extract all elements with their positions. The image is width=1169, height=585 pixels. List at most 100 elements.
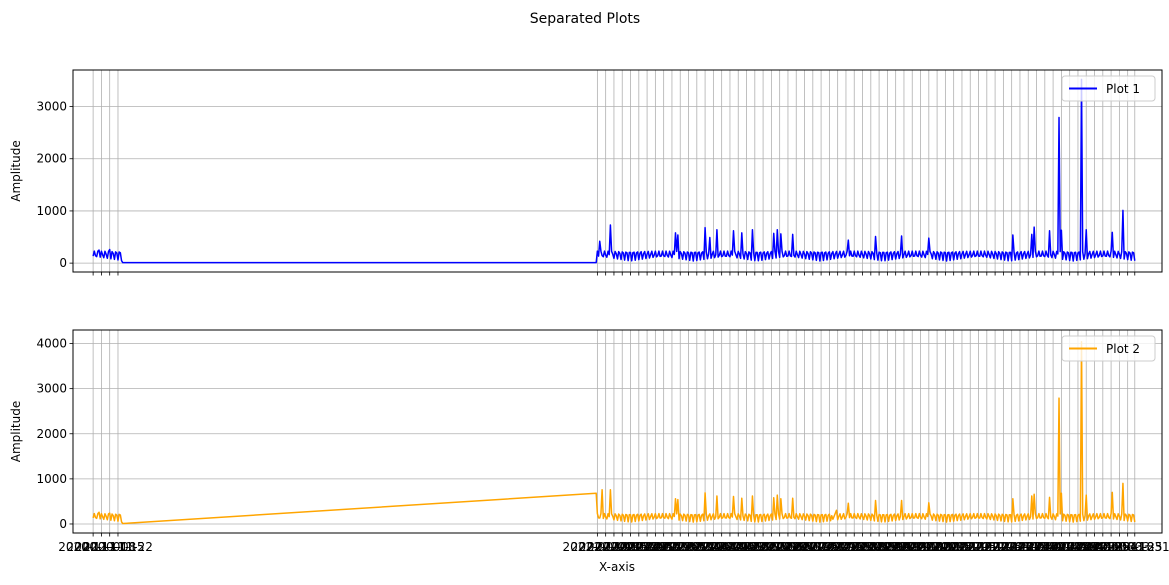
x-tick-label: 2022-12-10 [969, 540, 1039, 554]
legend-label: Plot 2 [1106, 342, 1140, 356]
x-tick-label: 2022-07-23 [803, 540, 873, 554]
x-tick-label: 2022-05-21 [728, 540, 798, 554]
x-tick-label: 2020-11-08 [67, 540, 137, 554]
x-tick-label: 2022-04-30 [703, 540, 773, 554]
x-tick-label: 2022-03-05 [637, 540, 707, 554]
x-tick-label: 2023-03-04 [1068, 540, 1138, 554]
x-tick-label: 2022-05-14 [720, 540, 790, 554]
x-tick-label: 2022-06-18 [761, 540, 831, 554]
x-tick-label: 2023-02-18 [1051, 540, 1121, 554]
subplot-1-grid [73, 70, 1162, 272]
x-tick-label: 2023-02-04 [1035, 540, 1105, 554]
subplot-2-frame [72, 329, 1163, 534]
x-tick-label: 2020-11-22 [83, 540, 153, 554]
x-tick-label: 2022-05-28 [737, 540, 807, 554]
y-tick-label: 0 [59, 517, 67, 531]
series-line-1 [92, 78, 1136, 264]
x-tick-label: 2022-12-31 [993, 540, 1063, 554]
subplot-2-y-axis: 0 1000 2000 3000 4000 [36, 337, 73, 531]
x-tick-label: 2022-10-01 [886, 540, 956, 554]
subplot-2-x-axis: 2020-11-012020-11-082020-11-152020-11-22… [58, 533, 1169, 554]
subplot-1-frame [72, 69, 1163, 273]
x-tick-label: 2022-06-04 [745, 540, 815, 554]
subplot-2-grid [73, 330, 1162, 533]
x-tick-label: 2022-11-26 [952, 540, 1022, 554]
x-tick-label: 2022-05-07 [712, 540, 782, 554]
x-tick-label: 2023-01-07 [1002, 540, 1072, 554]
x-tick-label: 2022-01-29 [596, 540, 666, 554]
x-tick-label: 2022-04-09 [679, 540, 749, 554]
x-tick-label: 2022-12-03 [960, 540, 1030, 554]
legend-label: Plot 1 [1106, 82, 1140, 96]
x-tick-label: 2022-12-17 [977, 540, 1047, 554]
subplot-1-y-axis-label: Amplitude [9, 140, 23, 202]
subplot-1: 0 1000 2000 3000 Amplitude Plot 1 [9, 69, 1163, 276]
x-tick-label: 2022-04-16 [687, 540, 757, 554]
x-tick-label: 2022-01-22 [587, 540, 657, 554]
y-tick-label: 3000 [36, 100, 67, 114]
x-axis-label: X-axis [599, 560, 635, 574]
series-line-2 [92, 340, 1136, 525]
x-tick-label: 2022-09-24 [877, 540, 947, 554]
x-tick-label: 2022-01-15 [579, 540, 649, 554]
x-tick-label: 2022-02-05 [604, 540, 674, 554]
x-tick-label: 2022-09-03 [853, 540, 923, 554]
y-tick-label: 1000 [36, 204, 67, 218]
x-tick-label: 2022-10-15 [902, 540, 972, 554]
x-tick-label: 2022-07-09 [786, 540, 856, 554]
x-tick-label: 2023-01-28 [1027, 540, 1097, 554]
y-tick-label: 0 [59, 256, 67, 270]
x-tick-label: 2022-02-26 [629, 540, 699, 554]
x-tick-label: 2022-01-08 [571, 540, 641, 554]
x-tick-label: 2023-03-25 [1093, 540, 1163, 554]
x-tick-label: 2023-01-14 [1010, 540, 1080, 554]
x-tick-label: 2023-03-18 [1085, 540, 1155, 554]
x-tick-label: 2022-08-20 [836, 540, 906, 554]
subplot-2-legend: Plot 2 [1061, 335, 1156, 362]
x-tick-label: 2022-10-22 [911, 540, 981, 554]
x-tick-label: 2022-10-08 [894, 540, 964, 554]
subplot-2-y-axis-label: Amplitude [9, 401, 23, 463]
x-tick-label: 2022-09-10 [861, 540, 931, 554]
x-tick-label: 2023-02-25 [1060, 540, 1130, 554]
x-tick-label: 2022-08-27 [844, 540, 914, 554]
legend-box [1061, 335, 1156, 362]
x-tick-label: 2023-03-11 [1076, 540, 1146, 554]
x-tick-label: 2022-02-19 [621, 540, 691, 554]
x-tick-label: 2022-03-19 [654, 540, 724, 554]
x-tick-label: 2022-07-02 [778, 540, 848, 554]
x-tick-label: 2022-06-11 [753, 540, 823, 554]
y-tick-label: 3000 [36, 382, 67, 396]
subplot-2-series [92, 340, 1136, 525]
x-tick-label: 2022-01-01 [563, 540, 633, 554]
subplot-1-legend: Plot 1 [1061, 75, 1156, 102]
y-tick-label: 2000 [36, 427, 67, 441]
x-tick-label: 2022-12-24 [985, 540, 1055, 554]
subplot-1-series [92, 78, 1136, 264]
chart-title: Separated Plots [530, 11, 640, 27]
x-tick-label: 2022-07-16 [795, 540, 865, 554]
x-tick-label: 2023-02-11 [1043, 540, 1113, 554]
x-tick-label: 2022-04-23 [695, 540, 765, 554]
x-tick-label: 2023-01-21 [1018, 540, 1088, 554]
x-tick-label: 2023-03-31 [1100, 540, 1169, 554]
x-tick-label: 2022-08-06 [819, 540, 889, 554]
legend-box [1061, 75, 1156, 102]
x-tick-label: 2022-11-19 [944, 540, 1014, 554]
x-tick-label: 2022-03-12 [645, 540, 715, 554]
x-tick-label: 2022-11-12 [935, 540, 1005, 554]
x-tick-label: 2022-04-02 [670, 540, 740, 554]
x-tick-label: 2022-09-17 [869, 540, 939, 554]
y-tick-label: 1000 [36, 472, 67, 486]
x-tick-label: 2020-11-01 [58, 540, 128, 554]
x-tick-label: 2022-11-05 [927, 540, 997, 554]
x-tick-label: 2022-08-13 [828, 540, 898, 554]
x-tick-label: 2022-03-26 [662, 540, 732, 554]
x-tick-label: 2022-07-30 [811, 540, 881, 554]
x-tick-label: 2020-11-15 [75, 540, 145, 554]
y-tick-label: 4000 [36, 337, 67, 351]
x-tick-label: 2022-10-29 [919, 540, 989, 554]
subplot-1-y-axis: 0 1000 2000 3000 [36, 100, 73, 270]
